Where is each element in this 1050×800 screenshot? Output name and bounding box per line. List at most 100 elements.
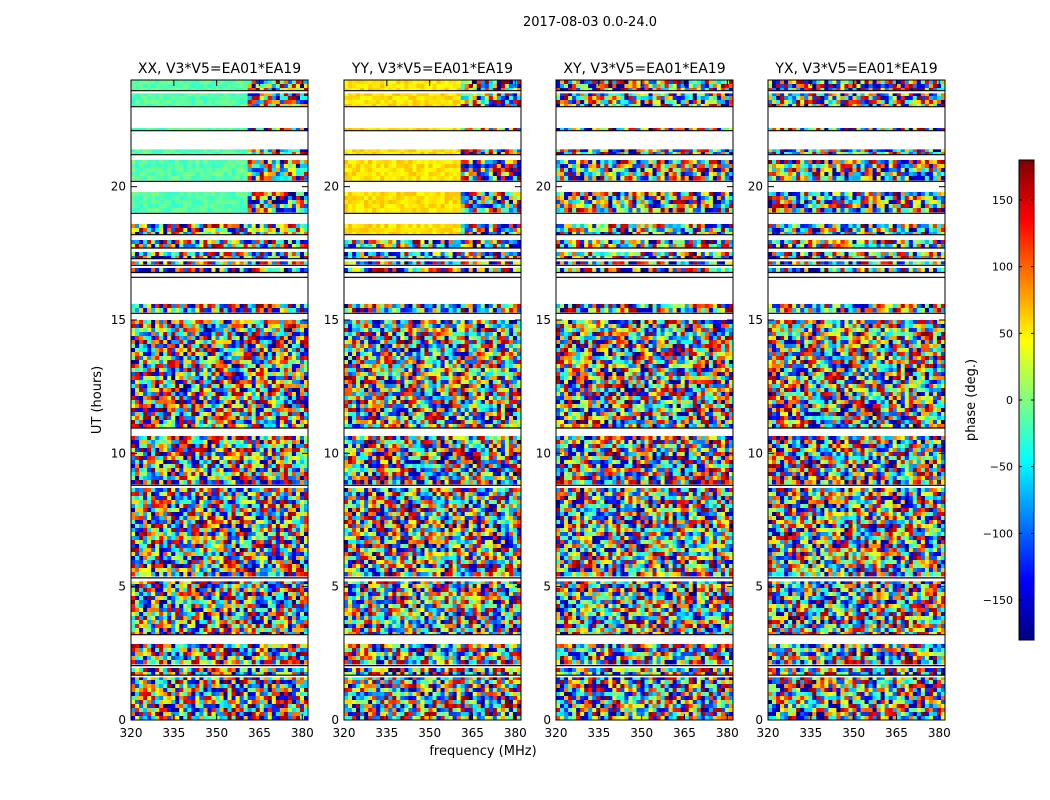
- heatmap-cell: [179, 204, 184, 209]
- heatmap-cell: [167, 208, 172, 213]
- heatmap-cell: [275, 168, 281, 173]
- heatmap-cell: [287, 304, 293, 309]
- heatmap-cell: [223, 552, 228, 557]
- heatmap-cell: [235, 540, 241, 545]
- heatmap-cell: [259, 552, 265, 557]
- heatmap-cell: [191, 340, 196, 345]
- heatmap-cell: [199, 452, 204, 457]
- heatmap-cell: [283, 196, 289, 201]
- heatmap-cell: [215, 200, 220, 205]
- heatmap-cell: [251, 400, 257, 405]
- heatmap-cell: [147, 440, 152, 445]
- heatmap-cell: [187, 424, 192, 429]
- heatmap-cell: [263, 500, 269, 505]
- heatmap-cell: [203, 404, 208, 409]
- heatmap-cell: [251, 524, 257, 529]
- heatmap-cell: [143, 436, 148, 441]
- heatmap-cell: [251, 412, 257, 417]
- heatmap-cell: [155, 672, 160, 677]
- heatmap-cell: [159, 532, 164, 537]
- heatmap-cell: [255, 348, 261, 353]
- heatmap-cell: [147, 92, 152, 97]
- heatmap-cell: [267, 96, 273, 101]
- heatmap-cell: [275, 308, 281, 313]
- heatmap-cell: [231, 596, 236, 601]
- heatmap-cell: [255, 388, 261, 393]
- heatmap-cell: [139, 240, 144, 245]
- heatmap-cell: [187, 400, 192, 405]
- heatmap-cell: [167, 452, 172, 457]
- heatmap-cell: [299, 240, 305, 245]
- heatmap-cell: [287, 252, 293, 257]
- heatmap-cell: [147, 648, 152, 653]
- heatmap-cell: [171, 328, 176, 333]
- heatmap-cell: [171, 512, 176, 517]
- heatmap-cell: [247, 336, 253, 341]
- heatmap-cell: [211, 532, 216, 537]
- heatmap-cell: [183, 460, 188, 465]
- heatmap-cell: [147, 336, 152, 341]
- heatmap-cell: [291, 260, 297, 265]
- heatmap-cell: [207, 564, 212, 569]
- heatmap-cell: [175, 384, 180, 389]
- heatmap-cell: [303, 628, 309, 633]
- heatmap-cell: [139, 612, 144, 617]
- heatmap-cell: [287, 472, 293, 477]
- heatmap-cell: [155, 528, 160, 533]
- heatmap-cell: [271, 624, 277, 629]
- heatmap-cell: [227, 544, 232, 549]
- heatmap-cell: [163, 604, 168, 609]
- heatmap-cell: [155, 460, 160, 465]
- heatmap-cell: [283, 240, 289, 245]
- heatmap-cell: [143, 464, 148, 469]
- heatmap-cell: [183, 628, 188, 633]
- heatmap-cell: [287, 344, 293, 349]
- heatmap-cell: [267, 252, 273, 257]
- heatmap-cell: [227, 228, 232, 233]
- heatmap-cell: [219, 352, 224, 357]
- heatmap-cell: [207, 516, 212, 521]
- heatmap-cell: [287, 440, 293, 445]
- heatmap-cell: [175, 668, 180, 673]
- heatmap-cell: [183, 476, 188, 481]
- heatmap-cell: [175, 528, 180, 533]
- heatmap-cell: [219, 372, 224, 377]
- heatmap-cell: [155, 676, 160, 681]
- heatmap-cell: [291, 492, 297, 497]
- heatmap-cell: [207, 532, 212, 537]
- heatmap-cell: [303, 336, 309, 341]
- heatmap-cell: [207, 320, 212, 325]
- heatmap-cell: [187, 520, 192, 525]
- heatmap-cell: [139, 516, 144, 521]
- heatmap-cell: [227, 656, 232, 661]
- heatmap-cell: [239, 460, 245, 465]
- heatmap-cell: [267, 668, 273, 673]
- heatmap-cell: [151, 360, 156, 365]
- heatmap-cell: [283, 412, 289, 417]
- heatmap-cell: [255, 612, 261, 617]
- heatmap-cell: [279, 584, 285, 589]
- heatmap-cell: [283, 468, 289, 473]
- heatmap-cell: [159, 416, 164, 421]
- heatmap-cell: [155, 500, 160, 505]
- heatmap-cell: [203, 676, 208, 681]
- heatmap-cell: [167, 624, 172, 629]
- heatmap-cell: [247, 400, 253, 405]
- heatmap-cell: [131, 516, 136, 521]
- heatmap-cell: [215, 304, 220, 309]
- heatmap-cell: [259, 544, 265, 549]
- heatmap-cell: [159, 320, 164, 325]
- heatmap-cell: [303, 444, 309, 449]
- heatmap-cell: [267, 600, 273, 605]
- heatmap-cell: [195, 380, 200, 385]
- heatmap-cell: [259, 168, 265, 173]
- heatmap-cell: [251, 352, 257, 357]
- heatmap-cell: [147, 368, 152, 373]
- heatmap-cell: [291, 360, 297, 365]
- heatmap-cell: [131, 612, 136, 617]
- heatmap-cell: [187, 536, 192, 541]
- heatmap-cell: [195, 308, 200, 313]
- heatmap-cell: [235, 496, 241, 501]
- heatmap-cell: [275, 584, 281, 589]
- heatmap-cell: [219, 168, 224, 173]
